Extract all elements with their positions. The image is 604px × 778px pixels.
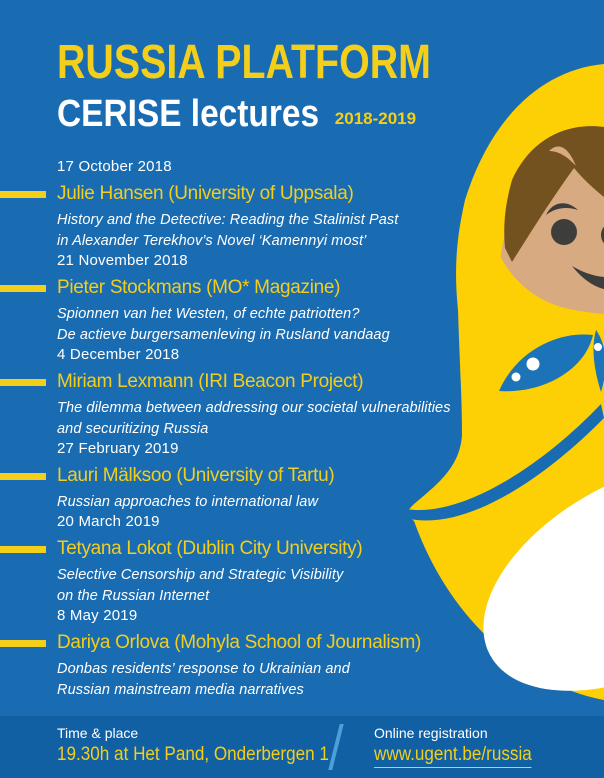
time-place-label: Time & place (57, 725, 139, 741)
page-title-text: RUSSIA PLATFORM (57, 36, 431, 89)
poster-subtitle: CERISE lectures (57, 93, 320, 135)
lecture-topic: Russian approaches to international law (57, 494, 319, 510)
lecture-entry: 27 February 2019 Lauri Mälksoo (Universi… (0, 440, 604, 513)
lecture-topic: Selective Censorship and Strategic Visib… (57, 567, 344, 604)
lecture-entry: 20 March 2019 Tetyana Lokot (Dublin City… (0, 513, 604, 607)
lecture-list: 17 October 2018 Julie Hansen (University… (0, 158, 604, 701)
lecture-date: 21 November 2018 (57, 252, 188, 269)
speaker-row: Pieter Stockmans (MO* Magazine) (0, 277, 604, 300)
lecture-date: 4 December 2018 (57, 346, 180, 363)
speaker-row: Miriam Lexmann (IRI Beacon Project) (0, 371, 604, 394)
lecture-speaker: Tetyana Lokot (Dublin City University) (57, 538, 363, 559)
doll-smile (572, 266, 604, 289)
speaker-marker-dash (0, 284, 46, 292)
doll-eyebrow (546, 203, 578, 215)
doll-hair-fringe-notch (549, 146, 576, 166)
knot-dot-right (594, 343, 602, 351)
time-place-value: 19.30h at Het Pand, Onderbergen 1 (57, 744, 329, 765)
knot-dot-small (511, 372, 521, 382)
speaker-row: Julie Hansen (University of Uppsala) (0, 183, 604, 206)
subtitle-row: CERISE lectures 2018-2019 (57, 90, 604, 136)
lecture-speaker: Miriam Lexmann (IRI Beacon Project) (57, 371, 364, 392)
doll-scarf-knot-left-leaf (499, 334, 593, 392)
registration-block: Online registration www.ugent.be/russia (374, 725, 549, 768)
page-title: RUSSIA PLATFORM (57, 38, 604, 88)
lecture-topic: The dilemma between addressing our socie… (57, 400, 451, 437)
lecture-date: 17 October 2018 (57, 158, 172, 175)
registration-label: Online registration (374, 725, 488, 741)
lecture-entry: 4 December 2018 Miriam Lexmann (IRI Beac… (0, 346, 604, 440)
season-badge: 2018-2019 (334, 109, 417, 128)
doll-left-eye (551, 219, 577, 245)
lecture-date: 20 March 2019 (57, 513, 160, 530)
speaker-marker-dash (0, 545, 46, 553)
speaker-marker-dash (0, 190, 46, 198)
doll-hair (504, 126, 604, 262)
knot-dot-large (526, 357, 540, 371)
registration-link[interactable]: www.ugent.be/russia (374, 743, 532, 768)
lecture-topic: Spionnen van het Westen, of echte patrio… (57, 306, 390, 343)
speaker-marker-dash (0, 472, 46, 480)
speaker-row: Tetyana Lokot (Dublin City University) (0, 538, 604, 561)
lecture-entry: 21 November 2018 Pieter Stockmans (MO* M… (0, 252, 604, 346)
lecture-speaker: Julie Hansen (University of Uppsala) (57, 183, 354, 204)
poster-content: RUSSIA PLATFORM CERISE lectures 2018-201… (0, 38, 604, 701)
doll-right-eye (601, 226, 604, 244)
lecture-date: 8 May 2019 (57, 607, 138, 624)
lecture-speaker: Pieter Stockmans (MO* Magazine) (57, 277, 341, 298)
speaker-row: Lauri Mälksoo (University of Tartu) (0, 465, 604, 488)
speaker-row: Dariya Orlova (Mohyla School of Journali… (0, 632, 604, 655)
footer-bar: Time & place 19.30h at Het Pand, Onderbe… (0, 716, 604, 778)
lecture-speaker: Dariya Orlova (Mohyla School of Journali… (57, 632, 422, 653)
lecture-speaker: Lauri Mälksoo (University of Tartu) (57, 465, 335, 486)
lecture-topic: Donbas residents’ response to Ukrainian … (57, 661, 350, 698)
lecture-topic: History and the Detective: Reading the S… (57, 212, 399, 249)
lecture-date: 27 February 2019 (57, 440, 179, 457)
time-place-block: Time & place 19.30h at Het Pand, Onderbe… (57, 725, 359, 767)
doll-belly (483, 459, 604, 691)
lecture-entry: 17 October 2018 Julie Hansen (University… (0, 158, 604, 252)
speaker-marker-dash (0, 639, 46, 647)
lecture-entry: 8 May 2019 Dariya Orlova (Mohyla School … (0, 607, 604, 701)
speaker-marker-dash (0, 378, 46, 386)
